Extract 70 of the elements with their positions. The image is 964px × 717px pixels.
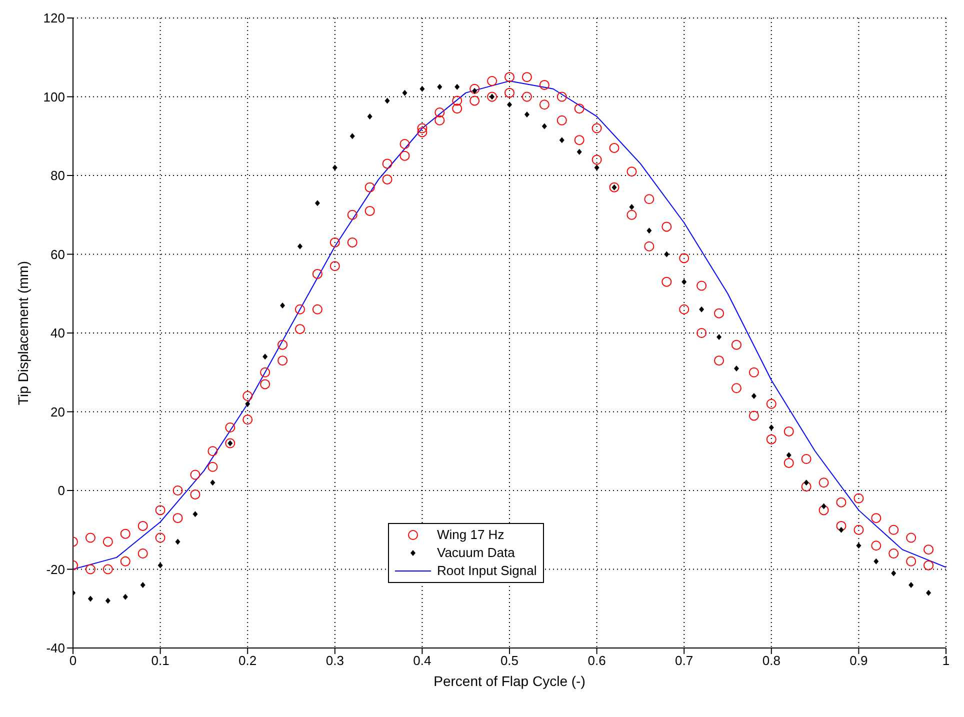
x-tick-label: 1 bbox=[942, 653, 950, 668]
point bbox=[542, 123, 547, 130]
point bbox=[367, 113, 372, 120]
point bbox=[105, 598, 110, 604]
y-tick-label: -20 bbox=[46, 562, 65, 577]
y-tick-label: 120 bbox=[43, 10, 65, 26]
point bbox=[245, 400, 250, 407]
y-tick-label: -40 bbox=[46, 640, 65, 656]
point bbox=[280, 302, 286, 308]
x-axis-title: Percent of Flap Cycle (-) bbox=[434, 673, 586, 689]
point bbox=[856, 542, 862, 549]
x-tick-label: 0.5 bbox=[500, 653, 519, 668]
point bbox=[507, 102, 512, 108]
point bbox=[751, 393, 756, 399]
legend-label: Wing 17 Hz bbox=[437, 526, 504, 544]
point bbox=[384, 98, 390, 104]
point bbox=[420, 86, 425, 92]
point bbox=[158, 562, 163, 568]
point bbox=[297, 243, 302, 250]
y-tick-label: 100 bbox=[43, 89, 65, 104]
point bbox=[559, 137, 564, 144]
point bbox=[454, 84, 460, 90]
x-tick-label: 0.1 bbox=[151, 653, 170, 668]
x-tick-label: 0.9 bbox=[850, 653, 868, 668]
legend-label: Root Input Signal bbox=[437, 562, 537, 580]
x-tick-label: 0.4 bbox=[413, 653, 432, 668]
x-tick-label: 0.7 bbox=[675, 653, 694, 668]
point bbox=[314, 200, 320, 206]
point bbox=[332, 164, 338, 171]
x-tick-label: 0.6 bbox=[588, 653, 606, 668]
point bbox=[524, 111, 530, 118]
point bbox=[838, 526, 844, 533]
point bbox=[350, 133, 355, 140]
point bbox=[140, 582, 146, 588]
y-axis-title: Tip Displacement (mm) bbox=[14, 260, 31, 406]
y-tick-label: 0 bbox=[58, 483, 65, 498]
point bbox=[768, 424, 774, 430]
point bbox=[891, 570, 896, 576]
x-tick-label: 0.8 bbox=[762, 653, 780, 668]
point bbox=[734, 365, 739, 372]
y-tick-label: 80 bbox=[50, 168, 65, 184]
point bbox=[576, 148, 582, 155]
point bbox=[786, 452, 792, 458]
point bbox=[804, 480, 809, 486]
x-tick-label: 0 bbox=[69, 653, 77, 668]
point bbox=[699, 306, 704, 312]
x-tick-label: 0.2 bbox=[238, 653, 257, 668]
point bbox=[821, 503, 826, 510]
point bbox=[402, 90, 408, 96]
y-tick-label: 60 bbox=[50, 246, 65, 262]
point bbox=[594, 164, 600, 171]
point bbox=[874, 558, 879, 564]
legend-label: Vacuum Data bbox=[437, 544, 515, 562]
point bbox=[122, 594, 128, 600]
point bbox=[192, 511, 198, 518]
point bbox=[262, 354, 268, 360]
x-tick-label: 0.3 bbox=[326, 653, 344, 668]
point bbox=[926, 590, 932, 596]
y-tick-label: 20 bbox=[50, 404, 65, 420]
y-tick-label: 40 bbox=[50, 326, 65, 341]
point bbox=[175, 538, 180, 545]
point bbox=[88, 596, 93, 602]
point bbox=[682, 278, 687, 285]
point bbox=[908, 582, 914, 588]
point bbox=[646, 228, 652, 234]
point bbox=[437, 84, 442, 90]
point bbox=[664, 251, 670, 258]
point bbox=[210, 480, 216, 486]
point bbox=[716, 334, 722, 340]
point bbox=[629, 204, 634, 210]
